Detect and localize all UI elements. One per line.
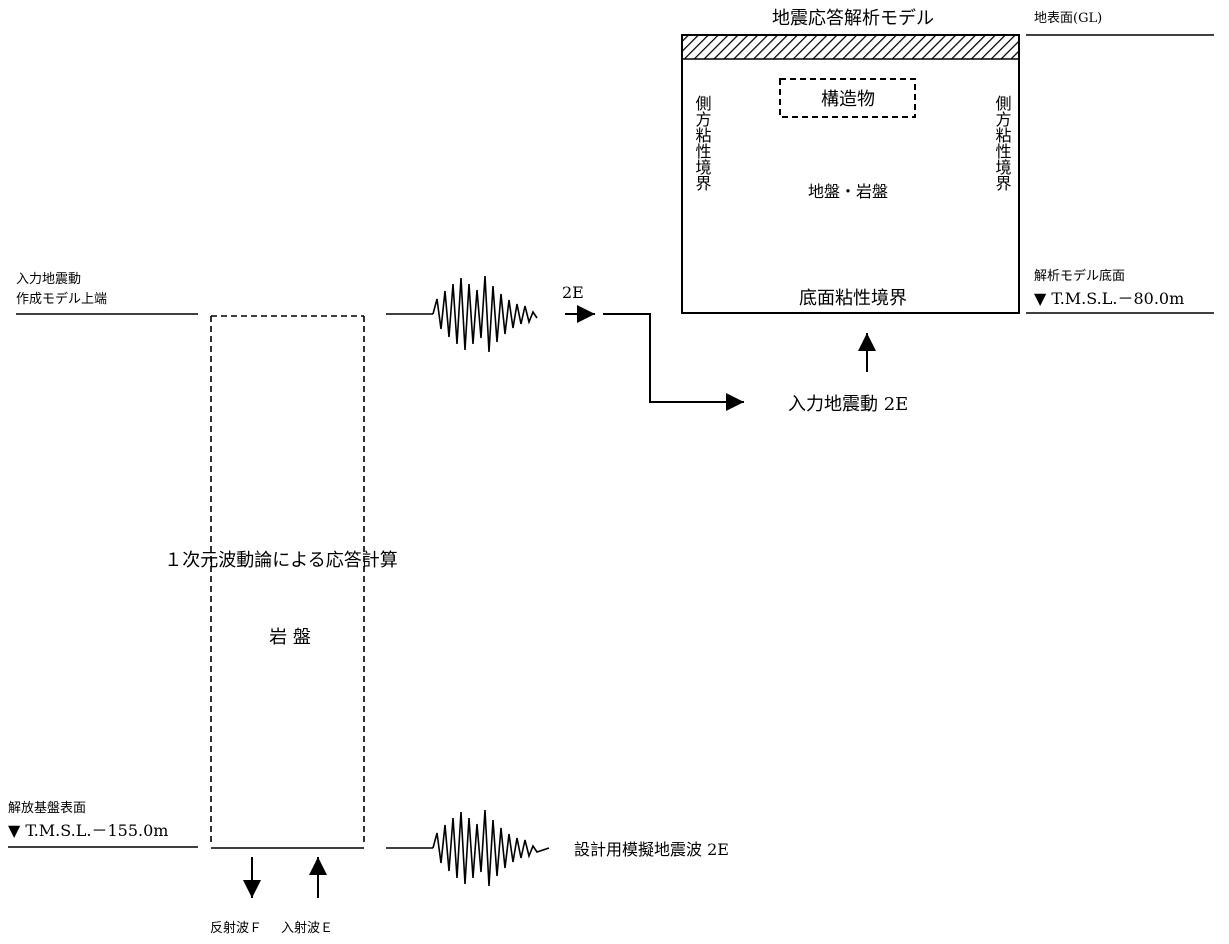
lower-waveform [432,809,550,887]
structure-label: 構造物 [821,89,875,110]
design-wave-label: 設計用模擬地震波 2E [574,840,729,859]
ground-surface-label: 地表面(GL) [1034,11,1102,26]
surface-soil-hatch [683,36,1018,59]
incident-wave-label: 入射波Ｅ [281,920,333,936]
structure-box [779,78,916,118]
input-motion-label: 入力地震動 2E [788,394,908,415]
analysis-model-frame [681,34,1020,314]
analysis-model-box: 地震応答解析モデル 構造物 地盤・岩盤 側方粘性境界 側方粘性境界 底面粘性境界 [681,8,1020,314]
input-model-top-label-1: 入力地震動 [16,272,81,287]
wave-2e-label: 2E [562,283,584,302]
model-bottom-label: 解析モデル底面 [1034,268,1125,284]
bottom-boundary-label: 底面粘性境界 [799,288,907,309]
left-side-boundary-label: 側方粘性境界 [693,95,712,191]
reflected-wave-label: 反射波Ｆ [210,920,262,936]
rock-label: 岩 盤 [269,627,311,648]
base-surface-label: 解放基盤表面 [8,801,86,816]
input-motion-path [603,313,744,411]
analysis-model-title: 地震応答解析モデル [772,8,934,29]
model-bottom-level: ▼ T.M.S.L.－80.0m [1034,289,1184,308]
calc-label: １次元波動論による応答計算 [164,550,397,571]
ground-rock-label: 地盤・岩盤 [808,182,888,201]
input-model-top-label-2: 作成モデル上端 [16,291,107,307]
right-side-boundary-label: 側方粘性境界 [993,95,1012,191]
upper-waveform [432,275,538,353]
base-surface-level: ▼ T.M.S.L.－155.0m [8,821,168,840]
